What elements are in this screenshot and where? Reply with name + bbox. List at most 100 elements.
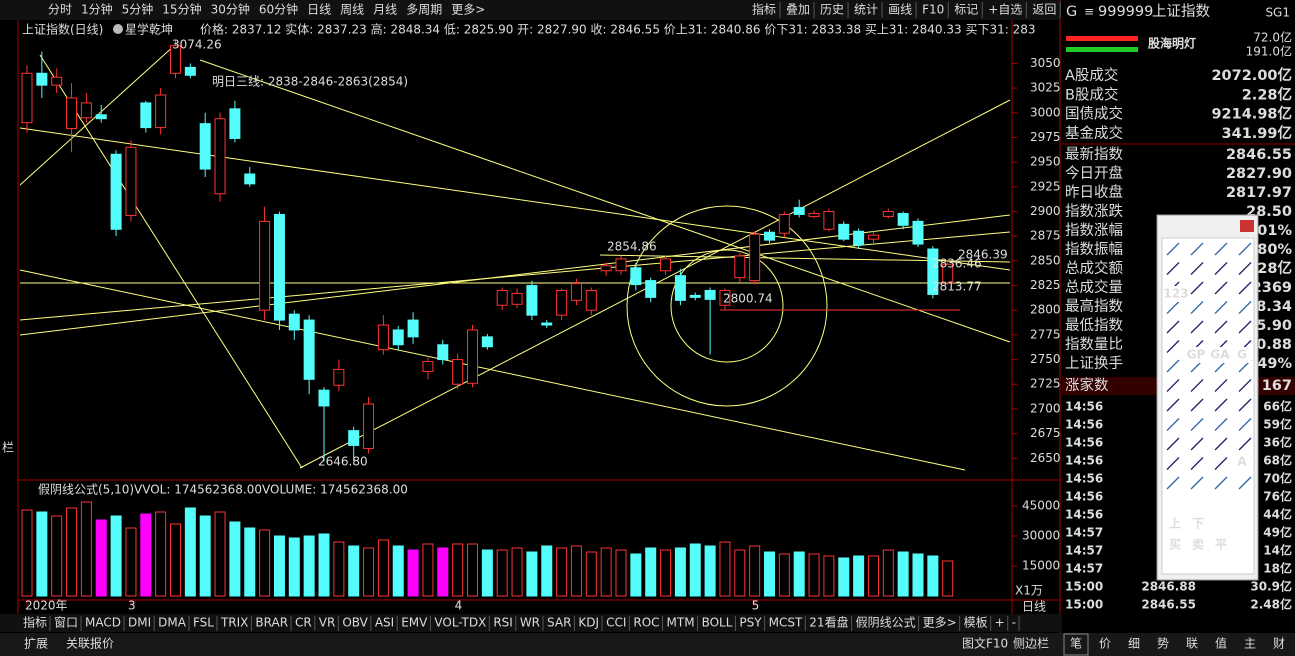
tool-icon[interactable] [1166, 437, 1180, 451]
tool-icon[interactable] [1214, 320, 1228, 334]
period-tab[interactable]: 30分钟 [211, 2, 250, 17]
period-tab[interactable]: 60分钟 [259, 2, 298, 17]
indicator-tab[interactable]: 21看盘 [809, 615, 848, 630]
toolbar-button[interactable]: F10 [922, 3, 944, 17]
tool-icon[interactable] [1166, 262, 1180, 275]
tool-icon[interactable] [1238, 262, 1252, 275]
indicator-tab[interactable]: KDJ [578, 616, 599, 630]
quote-tab[interactable]: 值 [1215, 636, 1227, 651]
indicator-tab[interactable]: 模板 [964, 616, 988, 630]
indicator-tab[interactable]: 假阴线公式 [856, 616, 916, 630]
indicator-tab[interactable]: VR [319, 616, 336, 630]
tool-icon[interactable] [1190, 437, 1204, 451]
indicator-tab[interactable]: MTM [667, 616, 695, 630]
tool-icon[interactable] [1214, 262, 1228, 275]
tool-label[interactable]: 买 [1169, 538, 1181, 552]
tool-icon[interactable] [1238, 242, 1252, 256]
indicator-tab[interactable]: 指标 [23, 615, 47, 630]
tool-icon[interactable] [1166, 301, 1180, 314]
quote-tab[interactable]: 主 [1244, 637, 1256, 651]
tool-icon[interactable] [1166, 457, 1180, 470]
tool-icon[interactable] [1214, 418, 1228, 431]
indicator-tab[interactable]: - [1012, 616, 1016, 630]
tool-icon[interactable] [1166, 242, 1180, 256]
period-tab[interactable]: 1分钟 [81, 2, 113, 17]
quote-tab[interactable]: 细 [1128, 637, 1140, 651]
bottom-link[interactable]: 关联报价 [66, 636, 114, 651]
tool-icon[interactable] [1238, 398, 1252, 412]
bottom-link[interactable]: 图文F10 [962, 636, 1008, 651]
tool-icon[interactable] [1166, 340, 1180, 353]
quote-tab[interactable]: 笔 [1070, 636, 1082, 651]
period-tab[interactable]: 更多> [451, 3, 485, 17]
indicator-tab[interactable]: + [995, 616, 1005, 630]
tool-icon[interactable] [1214, 476, 1228, 490]
tool-icon[interactable] [1190, 281, 1204, 295]
tool-icon[interactable] [1190, 476, 1204, 490]
indicator-tab[interactable]: 更多> [923, 616, 957, 630]
tool-icon[interactable] [1190, 457, 1204, 470]
tool-icon[interactable] [1214, 281, 1228, 295]
tool-label[interactable]: 上 [1169, 516, 1181, 531]
toolbar-button[interactable]: 历史 [820, 3, 844, 17]
bottom-link[interactable]: 扩展 [24, 637, 48, 651]
bottom-link[interactable]: 侧边栏 [1013, 636, 1049, 651]
indicator-tab[interactable]: WR [520, 616, 540, 630]
quote-tab[interactable]: 联 [1186, 637, 1198, 651]
tool-icon[interactable] [1190, 320, 1204, 334]
toolbar-button[interactable]: 返回 [1032, 3, 1056, 17]
period-tab[interactable]: 5分钟 [122, 2, 154, 17]
indicator-tab[interactable]: BRAR [255, 616, 288, 630]
tool-icon[interactable] [1238, 418, 1252, 431]
indicator-tab[interactable]: EMV [401, 616, 428, 630]
tool-icon[interactable] [1214, 457, 1228, 470]
tool-icon[interactable] [1190, 398, 1204, 412]
tool-icon[interactable] [1190, 379, 1204, 392]
indicator-tab[interactable]: DMA [158, 616, 187, 630]
indicator-tab[interactable]: CR [295, 616, 312, 630]
tool-label[interactable]: GA [1210, 348, 1230, 362]
tool-icon[interactable] [1238, 437, 1252, 451]
tool-icon[interactable] [1190, 262, 1204, 275]
quote-tab[interactable]: 势 [1157, 637, 1169, 651]
tool-icon[interactable] [1238, 301, 1252, 314]
tool-icon[interactable] [1214, 301, 1228, 314]
tool-icon[interactable] [1238, 379, 1252, 392]
tool-label[interactable]: 123 [1163, 287, 1188, 301]
indicator-tab[interactable]: FSL [193, 616, 214, 630]
tool-icon[interactable] [1166, 476, 1180, 490]
tool-label[interactable]: G [1237, 348, 1247, 362]
indicator-tab[interactable]: ASI [375, 616, 394, 630]
period-tab[interactable]: 分时 [48, 3, 72, 17]
tool-label[interactable]: A [1237, 455, 1247, 469]
toolbar-button[interactable]: 画线 [888, 3, 912, 17]
tool-label[interactable]: 下 [1192, 517, 1204, 531]
indicator-tab[interactable]: RSI [493, 616, 513, 630]
period-tab[interactable]: 日线 [307, 3, 331, 17]
tool-label[interactable]: 卖 [1192, 537, 1204, 552]
indicator-tab[interactable]: CCI [606, 616, 626, 630]
indicator-tab[interactable]: TRIX [220, 616, 248, 630]
indicator-tab[interactable]: MACD [85, 616, 121, 630]
period-tab[interactable]: 周线 [340, 3, 364, 17]
indicator-tab[interactable]: DMI [128, 616, 151, 630]
toolbar-button[interactable]: 指标 [752, 2, 776, 17]
tool-icon[interactable] [1190, 418, 1204, 431]
tool-icon[interactable] [1166, 398, 1180, 412]
tool-icon[interactable] [1214, 242, 1228, 256]
tool-icon[interactable] [1166, 379, 1180, 392]
tool-icon[interactable] [1190, 301, 1204, 314]
indicator-tab[interactable]: BOLL [702, 616, 733, 630]
indicator-tab[interactable]: OBV [342, 616, 368, 630]
tool-icon[interactable] [1214, 398, 1228, 412]
toolbar-button[interactable]: 统计 [854, 3, 878, 17]
indicator-tab[interactable]: PSY [739, 616, 762, 630]
tool-icon[interactable] [1238, 281, 1252, 295]
tool-icon[interactable] [1214, 437, 1228, 451]
tool-icon[interactable] [1214, 379, 1228, 392]
period-tab[interactable]: 15分钟 [162, 2, 201, 17]
toolbar-button[interactable]: 叠加 [786, 3, 810, 17]
tool-icon[interactable] [1166, 418, 1180, 431]
indicator-tab[interactable]: ROC [633, 616, 659, 630]
indicator-tab[interactable]: SAR [547, 616, 571, 630]
